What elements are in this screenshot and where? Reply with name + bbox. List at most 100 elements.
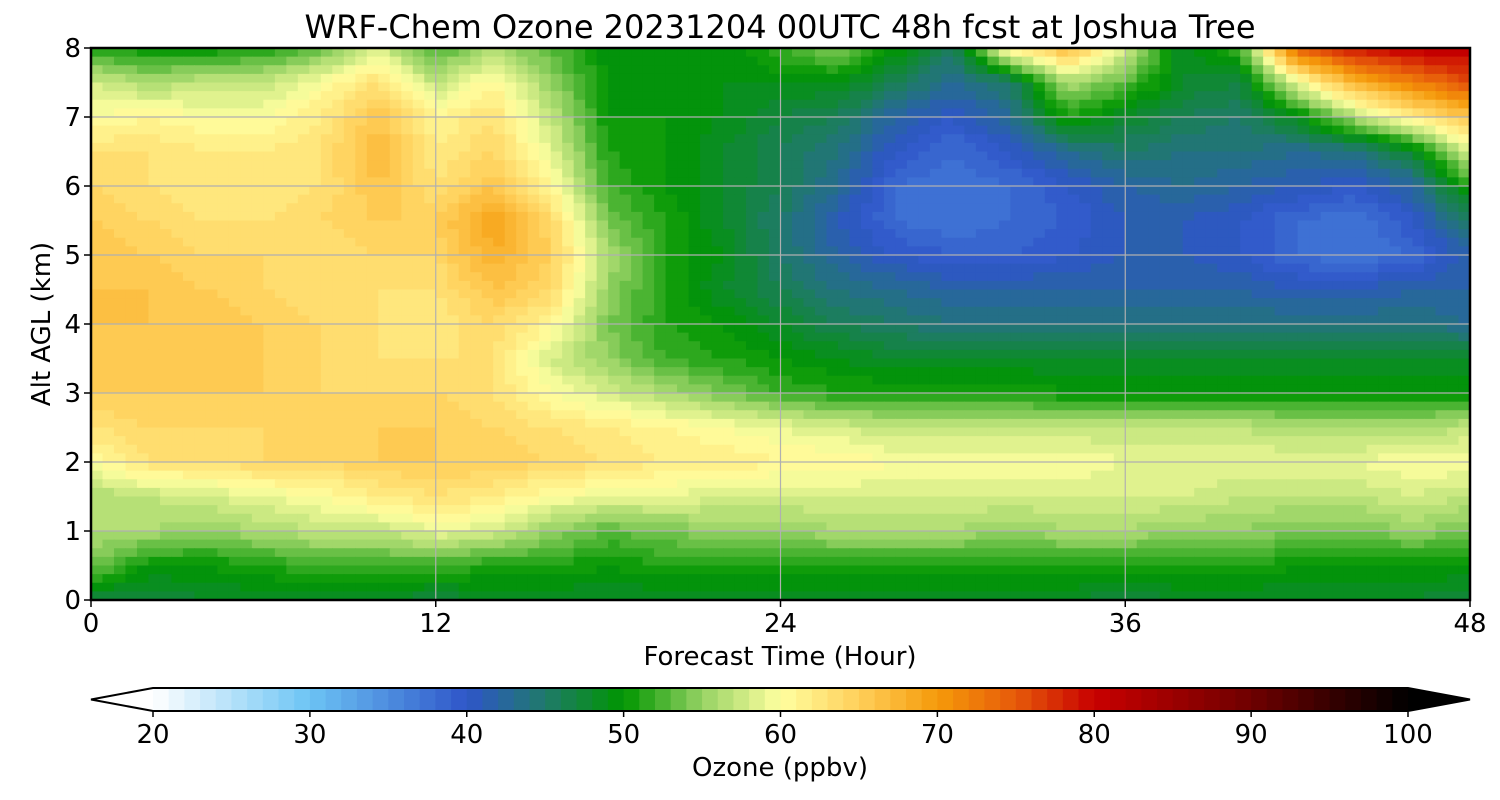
heatmap-cell	[826, 341, 839, 351]
heatmap-cell	[1355, 324, 1368, 334]
heatmap-cell	[1056, 108, 1069, 118]
heatmap-cell	[1136, 306, 1149, 316]
heatmap-cell	[424, 48, 437, 58]
heatmap-cell	[458, 108, 471, 118]
heatmap-cell	[608, 168, 621, 178]
heatmap-cell	[803, 229, 816, 239]
heatmap-cell	[585, 289, 598, 299]
heatmap-cell	[1010, 384, 1023, 394]
heatmap-cell	[1240, 349, 1253, 360]
heatmap-cell	[1171, 82, 1184, 92]
heatmap-cell	[1435, 255, 1448, 265]
heatmap-cell	[998, 99, 1011, 109]
heatmap-cell	[769, 375, 782, 385]
heatmap-cell	[1136, 324, 1149, 334]
heatmap-cell	[814, 289, 828, 299]
heatmap-cell	[654, 168, 667, 178]
heatmap-cell	[723, 134, 736, 144]
heatmap-cell	[1159, 73, 1172, 84]
heatmap-cell	[1125, 384, 1138, 394]
heatmap-cell	[447, 168, 460, 178]
heatmap-cell	[504, 168, 517, 178]
heatmap-cell	[585, 384, 598, 394]
heatmap-cell	[1274, 272, 1287, 282]
heatmap-cell	[723, 73, 736, 84]
heatmap-cell	[378, 125, 391, 135]
heatmap-cell	[883, 246, 897, 256]
heatmap-cell	[975, 375, 988, 385]
heatmap-cell	[205, 280, 219, 291]
heatmap-cell	[941, 203, 954, 213]
heatmap-cell	[240, 280, 253, 291]
heatmap-cell	[194, 73, 207, 84]
heatmap-cell	[619, 65, 632, 75]
heatmap-cell	[1274, 263, 1287, 273]
heatmap-cell	[435, 220, 448, 230]
heatmap-cell	[136, 117, 150, 127]
heatmap-cell	[642, 99, 655, 109]
heatmap-cell	[297, 108, 310, 118]
heatmap-cell	[849, 401, 862, 411]
heatmap-cell	[1435, 280, 1448, 291]
heatmap-cell	[91, 134, 104, 144]
heatmap-cell	[573, 203, 586, 213]
heatmap-cell	[1228, 367, 1241, 377]
heatmap-cell	[814, 160, 828, 170]
heatmap-cell	[1366, 341, 1379, 351]
heatmap-cell	[366, 117, 379, 127]
heatmap-cell	[906, 108, 919, 118]
heatmap-cell	[550, 358, 563, 368]
heatmap-cell	[1217, 393, 1230, 403]
heatmap-cell	[573, 263, 586, 273]
heatmap-cell	[872, 82, 885, 92]
heatmap-cell	[665, 393, 678, 403]
heatmap-cell	[1194, 332, 1207, 342]
heatmap-cell	[573, 142, 586, 153]
heatmap-cell	[424, 177, 437, 187]
heatmap-cell	[964, 134, 977, 144]
heatmap-cell	[481, 186, 494, 196]
heatmap-cell	[125, 48, 138, 58]
heatmap-cell	[412, 203, 425, 213]
heatmap-cell	[1021, 220, 1034, 230]
heatmap-cell	[1205, 48, 1218, 58]
heatmap-cell	[1297, 134, 1310, 144]
heatmap-cell	[113, 229, 127, 239]
heatmap-cell	[1297, 324, 1310, 334]
heatmap-cell	[102, 108, 115, 118]
heatmap-cell	[1067, 255, 1080, 265]
heatmap-cell	[791, 306, 805, 316]
heatmap-cell	[849, 151, 862, 161]
heatmap-cell	[723, 125, 736, 135]
heatmap-cell	[941, 384, 954, 394]
heatmap-cell	[159, 160, 173, 170]
heatmap-cell	[251, 332, 264, 342]
heatmap-cell	[619, 82, 632, 92]
heatmap-cell	[1309, 375, 1322, 385]
heatmap-cell	[527, 125, 540, 135]
heatmap-cell	[1435, 134, 1448, 144]
heatmap-cell	[251, 367, 264, 377]
heatmap-cell	[113, 237, 127, 247]
heatmap-cell	[860, 341, 874, 351]
heatmap-cell	[481, 272, 494, 282]
heatmap-cell	[389, 73, 402, 84]
heatmap-cell	[1182, 298, 1195, 308]
heatmap-cell	[688, 367, 701, 377]
heatmap-cell	[941, 306, 954, 316]
heatmap-cell	[343, 142, 356, 153]
heatmap-cell	[1355, 237, 1368, 247]
heatmap-cell	[1194, 82, 1207, 92]
heatmap-cell	[1171, 108, 1184, 118]
heatmap-cell	[929, 117, 942, 127]
heatmap-cell	[527, 211, 540, 222]
heatmap-cell	[309, 99, 322, 109]
heatmap-cell	[642, 186, 655, 196]
heatmap-cell	[1401, 108, 1414, 118]
heatmap-cell	[1044, 246, 1057, 256]
heatmap-cell	[1447, 142, 1460, 153]
heatmap-cell	[389, 220, 402, 230]
heatmap-cell	[539, 280, 552, 291]
heatmap-cell	[1320, 306, 1333, 316]
heatmap-cell	[458, 99, 471, 109]
